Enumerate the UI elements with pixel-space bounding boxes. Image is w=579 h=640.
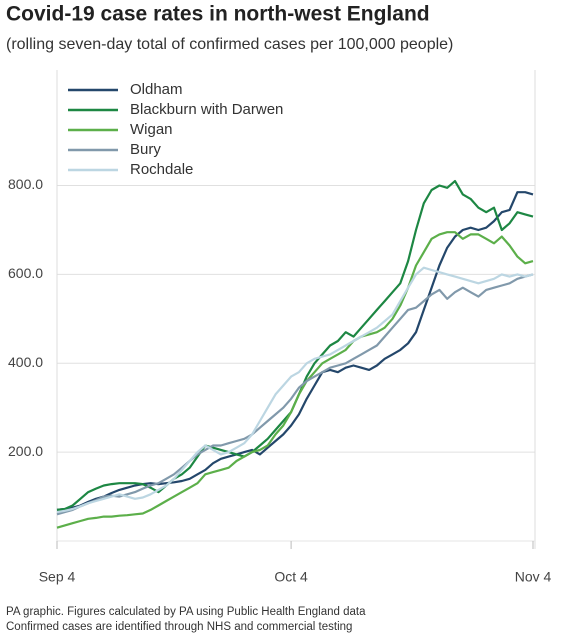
legend-label: Rochdale [130,161,193,178]
y-tick-label: 800.0 [8,176,43,192]
x-tick-label: Sep 4 [39,569,76,585]
chart-title: Covid-19 case rates in north-west Englan… [6,3,430,26]
y-tick-label: 600.0 [8,265,43,281]
series-line [56,273,534,516]
legend-label: Wigan [130,121,173,138]
y-tick-label: 400.0 [8,354,43,370]
y-tick-label: 200.0 [8,443,43,459]
x-tick-label: Oct 4 [274,569,308,585]
legend-label: Blackburn with Darwen [130,101,283,118]
legend-label: Bury [130,141,161,158]
series-line [56,191,534,511]
x-tick-label: Nov 4 [515,569,552,585]
series-line [56,266,534,514]
series-line [56,231,534,529]
footnote: PA graphic. Figures calculated by PA usi… [6,606,366,618]
chart-subtitle: (rolling seven-day total of confirmed ca… [6,36,453,53]
footnote: Confirmed cases are identified through N… [6,621,352,633]
legend-label: Oldham [130,81,183,98]
